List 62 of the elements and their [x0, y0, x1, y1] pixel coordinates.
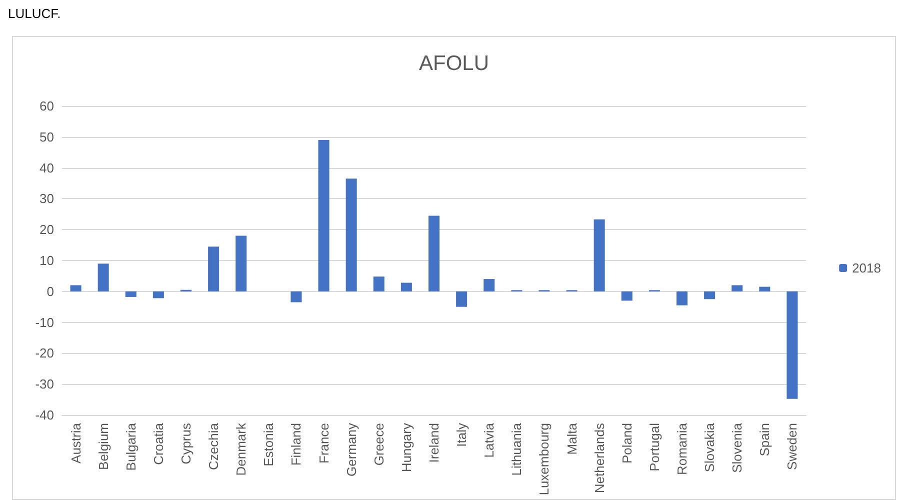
x-tick-label: Estonia [261, 422, 276, 466]
y-tick-label: 30 [40, 191, 54, 206]
x-tick-label: Denmark [234, 422, 249, 476]
y-tick-label: -20 [35, 346, 54, 361]
x-tick-label: Ireland [426, 423, 442, 463]
bar [98, 264, 109, 292]
bar [428, 216, 440, 292]
x-tick-label: Czechia [206, 422, 222, 470]
y-tick-label: 60 [40, 98, 54, 114]
y-tick-label: 0 [46, 284, 54, 299]
bar [152, 291, 164, 298]
bar [70, 285, 82, 292]
bar [373, 276, 384, 292]
bar [456, 291, 468, 307]
x-tick-label: Croatia [150, 422, 166, 465]
x-tick-label: Finland [288, 423, 304, 466]
y-tick-label: 20 [40, 222, 54, 238]
bar [676, 291, 688, 306]
bar [318, 140, 330, 292]
bar [594, 219, 605, 292]
x-tick-label: Austria [68, 422, 84, 464]
bar [786, 291, 798, 399]
x-tick-label: Romania [674, 422, 690, 476]
x-tick-label: Spain [757, 423, 772, 456]
bar [484, 279, 495, 292]
bar [125, 291, 136, 297]
y-tick-label: 50 [40, 129, 54, 144]
x-tick-label: Germany [344, 422, 359, 476]
x-tick-label: Lithuania [509, 422, 524, 476]
bar [236, 236, 247, 292]
bar [346, 178, 357, 292]
bar [290, 291, 302, 302]
x-tick-label: Latvia [482, 422, 497, 458]
chart-title: AFOLU [418, 52, 490, 75]
x-tick-label: Bulgaria [123, 422, 138, 471]
y-tick-label: 10 [40, 253, 54, 268]
x-tick-label: Portugal [646, 422, 662, 472]
legend-label: 2018 [852, 260, 881, 276]
y-tick-label: -10 [35, 314, 54, 330]
x-tick-label: Belgium [96, 423, 111, 470]
text: LULUCF. [8, 6, 61, 21]
bar [704, 291, 716, 300]
y-tick-label: 40 [40, 160, 54, 176]
y-tick-label: -40 [35, 408, 54, 422]
x-tick-label: Greece [371, 423, 386, 466]
bar [208, 246, 220, 292]
x-tick-label: Netherlands [592, 422, 607, 494]
x-tick-label: Cyprus [178, 422, 194, 464]
bar [732, 285, 743, 292]
x-tick-label: Poland [619, 423, 634, 464]
x-tick-label: Italy [454, 422, 470, 447]
bar [400, 282, 412, 292]
x-tick-label: Slovenia [730, 422, 745, 473]
x-tick-label: Luxembourg [536, 423, 552, 496]
x-tick-label: Hungary [398, 422, 414, 472]
x-tick-label: Slovakia [702, 422, 718, 472]
y-tick-label: -30 [35, 376, 54, 392]
x-tick-label: Malta [564, 422, 580, 455]
x-tick-label: Sweden [784, 423, 800, 470]
x-tick-label: France [316, 423, 332, 464]
bar [759, 286, 770, 292]
bar [621, 291, 632, 301]
